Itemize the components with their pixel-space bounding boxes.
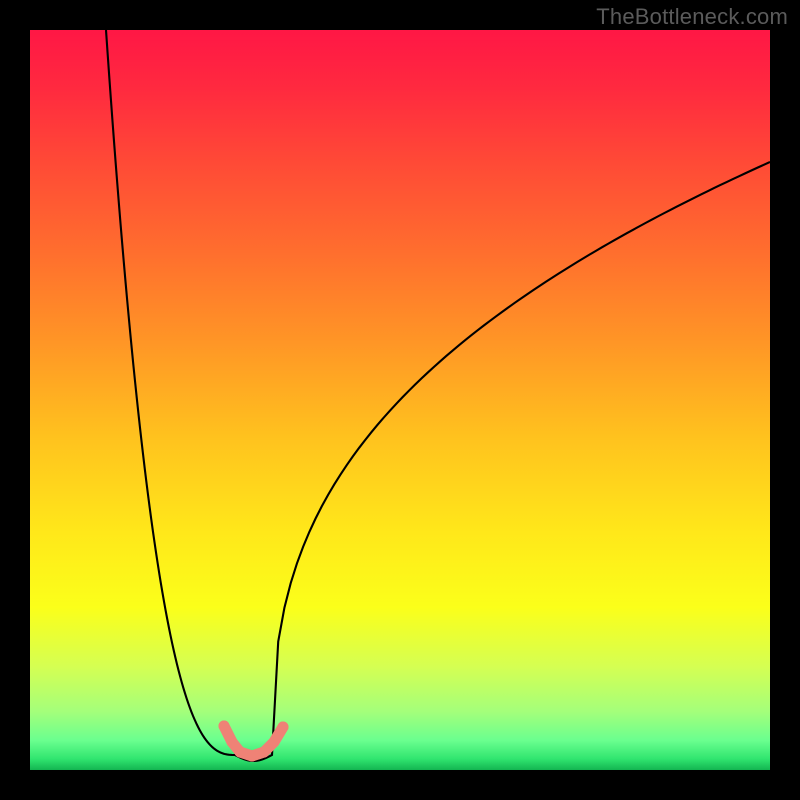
valley-marker-dot bbox=[235, 747, 246, 758]
valley-marker-dot bbox=[227, 737, 238, 748]
valley-marker-dot bbox=[278, 722, 289, 733]
valley-marker-dot bbox=[219, 721, 230, 732]
watermark-text: TheBottleneck.com bbox=[596, 4, 788, 30]
bottleneck-chart bbox=[30, 30, 770, 770]
valley-marker-dot bbox=[259, 747, 270, 758]
valley-marker-dot bbox=[247, 751, 258, 762]
valley-marker-dot bbox=[269, 737, 280, 748]
